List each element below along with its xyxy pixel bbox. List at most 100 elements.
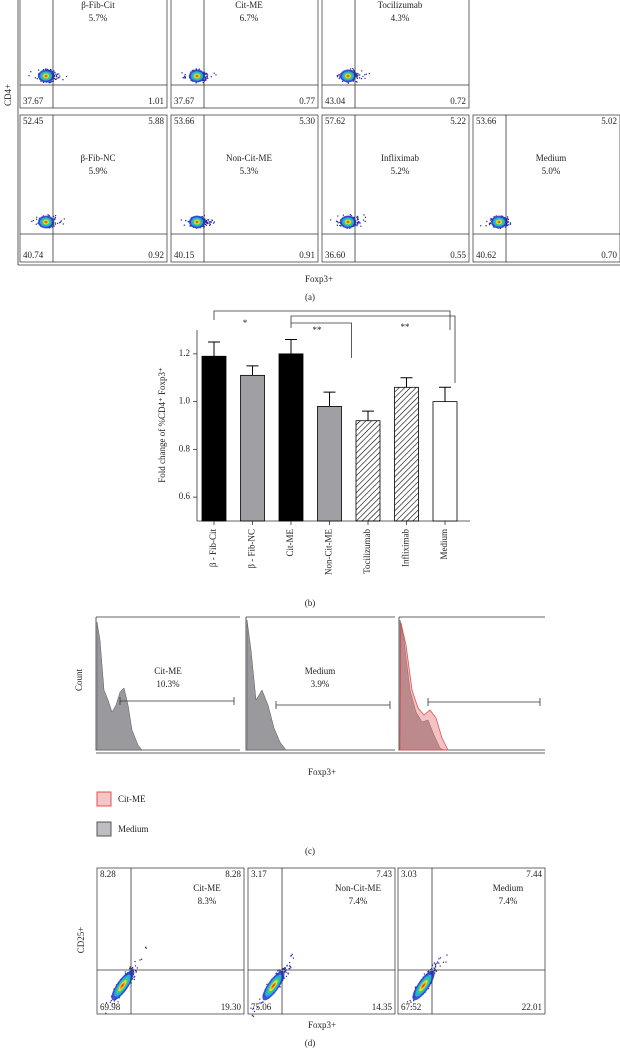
plot-percent: 8.3%	[198, 896, 217, 906]
event-dot	[412, 999, 415, 1002]
quadrant-value: 5.30	[299, 116, 315, 126]
event-dot	[289, 967, 291, 970]
event-dot	[65, 75, 68, 78]
event-dot	[279, 986, 281, 988]
event-dot	[266, 983, 268, 986]
event-dot	[181, 72, 183, 74]
event-dot	[195, 82, 197, 84]
density-contour	[45, 75, 47, 77]
event-dot	[213, 221, 216, 223]
annotation: **	[401, 322, 411, 332]
event-dot	[356, 223, 359, 225]
event-dot	[139, 959, 141, 961]
event-dot	[368, 72, 371, 75]
event-dot	[446, 954, 448, 956]
density-contour	[272, 984, 275, 988]
x-axis-label: Foxp3+	[305, 274, 333, 284]
event-dot	[251, 1014, 254, 1017]
plot-percent: 5.2%	[391, 166, 410, 176]
event-dot	[433, 962, 435, 964]
event-dot	[337, 74, 339, 77]
event-dot	[356, 221, 358, 224]
event-dot	[204, 77, 207, 80]
event-dot	[185, 219, 187, 222]
event-dot	[357, 72, 359, 75]
histogram	[399, 619, 445, 751]
event-dot	[356, 74, 359, 77]
plot-label: Cit-ME	[193, 883, 221, 893]
bar	[432, 401, 458, 522]
event-dot	[205, 222, 208, 224]
event-dot	[56, 73, 59, 75]
event-dot	[480, 225, 482, 227]
event-dot	[360, 225, 362, 227]
event-dot	[250, 1007, 252, 1009]
quadrant-value: 53.66	[174, 116, 195, 126]
event-dot	[135, 971, 137, 973]
event-dot	[409, 999, 411, 1002]
gate	[119, 697, 235, 705]
event-dot	[35, 223, 37, 225]
event-dot	[53, 218, 56, 221]
event-dot	[256, 1006, 259, 1009]
event-dot	[253, 1010, 256, 1013]
event-dot	[140, 958, 143, 960]
plot-percent: 10.3%	[156, 679, 180, 689]
quadrant-value: 37.67	[23, 96, 44, 106]
event-dot	[204, 223, 207, 226]
event-dot	[292, 957, 295, 959]
density-plot	[181, 68, 217, 84]
plot-label: Medium	[536, 153, 567, 163]
event-dot	[54, 223, 57, 225]
density-contour	[196, 75, 198, 77]
quadrant-value: 43.04	[325, 96, 346, 106]
event-dot	[59, 221, 61, 223]
event-dot	[207, 77, 209, 79]
event-dot	[117, 1001, 119, 1003]
quadrant-value: 69.98	[100, 1002, 121, 1012]
density-contour	[121, 984, 124, 988]
y-axis-label: Fold change of %CD4⁺ Foxp3⁺	[157, 367, 167, 483]
plot-frame	[170, 114, 319, 263]
event-dot	[438, 958, 440, 960]
event-dot	[189, 225, 191, 227]
event-dot	[282, 967, 284, 970]
plot-percent: 6.7%	[240, 13, 259, 23]
quadrant-value: 0.72	[450, 96, 466, 106]
quadrant-value: 8.28	[100, 869, 116, 879]
x-tick-label: β - Fib-NC	[247, 529, 257, 569]
event-dot	[55, 78, 58, 80]
event-dot	[356, 77, 358, 80]
plot-frame	[397, 867, 546, 1015]
quadrant-value: 0.55	[450, 250, 466, 260]
event-dot	[209, 221, 211, 223]
event-dot	[54, 78, 56, 80]
event-dot	[205, 219, 208, 222]
event-dot	[290, 954, 293, 957]
y-axis-label: CD4+	[3, 84, 13, 106]
quadrant-value: 40.15	[174, 250, 195, 260]
histogram	[246, 619, 287, 751]
frame	[398, 616, 545, 751]
event-dot	[129, 966, 131, 968]
event-dot	[105, 1002, 108, 1004]
frame	[95, 616, 240, 751]
legend-swatch	[96, 791, 112, 807]
event-dot	[442, 961, 445, 963]
event-dot	[356, 216, 358, 219]
event-dot	[110, 999, 113, 1002]
event-dot	[435, 970, 438, 972]
quadrant-value: 8.28	[225, 869, 241, 879]
bar	[317, 405, 342, 522]
event-dot	[58, 77, 60, 79]
event-dot	[210, 76, 212, 78]
quadrant-value: 5.02	[601, 116, 617, 126]
event-dot	[134, 965, 137, 967]
event-dot	[363, 214, 365, 216]
event-dot	[485, 225, 487, 227]
event-dot	[47, 214, 49, 216]
event-dot	[438, 962, 440, 964]
event-dot	[355, 223, 357, 226]
event-dot	[53, 225, 55, 227]
event-dot	[359, 222, 361, 224]
